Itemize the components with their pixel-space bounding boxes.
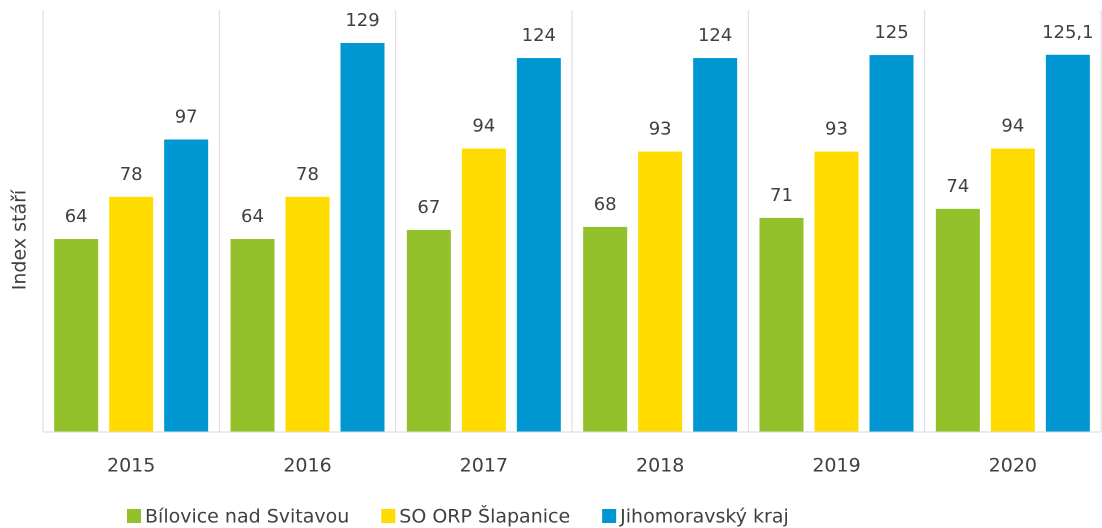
bar — [990, 148, 1035, 432]
data-label: 94 — [472, 116, 495, 137]
x-tick-label: 2015 — [107, 455, 155, 477]
legend-swatch — [127, 509, 141, 523]
data-label: 71 — [770, 185, 793, 206]
data-label: 125 — [874, 22, 908, 43]
data-label: 97 — [175, 106, 198, 127]
data-label: 129 — [345, 10, 379, 31]
data-label: 125,1 — [1042, 22, 1094, 43]
legend-label: Jihomoravský kraj — [619, 506, 789, 528]
legend-swatch — [602, 509, 617, 523]
bar — [54, 239, 99, 432]
bar — [516, 58, 561, 433]
bar — [109, 196, 154, 432]
data-label: 78 — [296, 164, 319, 185]
legend-label: SO ORP Šlapanice — [399, 504, 570, 528]
bar — [406, 229, 451, 432]
bar — [638, 151, 683, 432]
x-tick-label: 2019 — [812, 455, 860, 477]
bar — [164, 139, 209, 432]
data-label: 74 — [946, 176, 969, 197]
data-label: 93 — [825, 119, 848, 140]
legend-label: Bílovice nad Svitavou — [145, 506, 349, 528]
legend-swatch — [381, 509, 396, 523]
data-label: 124 — [522, 25, 556, 46]
x-tick-label: 2016 — [283, 455, 331, 477]
data-label: 64 — [65, 206, 88, 227]
x-tick-label: 2018 — [636, 455, 684, 477]
data-label: 68 — [594, 194, 617, 215]
bar — [935, 208, 980, 432]
x-tick-label: 2020 — [989, 455, 1037, 477]
bar — [230, 239, 275, 432]
data-label: 124 — [698, 25, 732, 46]
bar — [869, 55, 914, 433]
bar — [583, 226, 628, 432]
data-label: 64 — [241, 206, 264, 227]
bar — [461, 148, 506, 432]
data-label: 94 — [1001, 116, 1024, 137]
bar — [759, 217, 804, 432]
data-label: 78 — [120, 164, 143, 185]
data-label: 67 — [417, 197, 440, 218]
bar — [340, 43, 385, 432]
y-axis-label: Index stáří — [9, 189, 31, 290]
bar — [285, 196, 330, 432]
data-label: 93 — [649, 119, 672, 140]
bar — [693, 58, 738, 433]
x-tick-label: 2017 — [460, 455, 508, 477]
bar — [1045, 54, 1090, 432]
bar — [814, 151, 859, 432]
